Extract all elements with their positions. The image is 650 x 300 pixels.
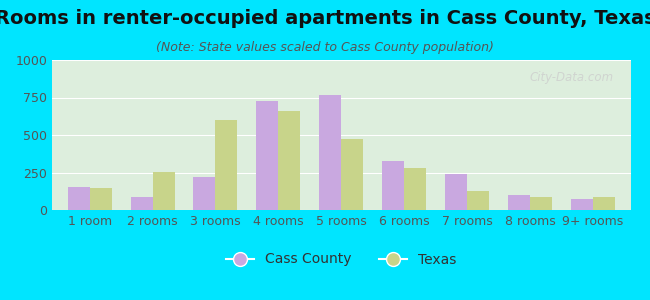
Bar xyxy=(216,120,237,210)
Bar xyxy=(131,197,153,210)
Bar xyxy=(467,190,489,210)
Bar xyxy=(404,168,426,210)
Bar xyxy=(445,174,467,210)
Text: (Note: State values scaled to Cass County population): (Note: State values scaled to Cass Count… xyxy=(156,40,494,53)
Text: City-Data.com: City-Data.com xyxy=(529,70,613,83)
Bar xyxy=(593,197,615,210)
Legend: Cass County, Texas: Cass County, Texas xyxy=(220,247,462,272)
Bar xyxy=(278,111,300,210)
Bar xyxy=(68,187,90,210)
Bar xyxy=(530,196,552,210)
Bar xyxy=(153,172,175,210)
Bar xyxy=(382,160,404,210)
Bar xyxy=(341,139,363,210)
Bar xyxy=(319,95,341,210)
Bar xyxy=(90,188,112,210)
Bar xyxy=(256,100,278,210)
Text: Rooms in renter-occupied apartments in Cass County, Texas: Rooms in renter-occupied apartments in C… xyxy=(0,9,650,28)
Bar xyxy=(508,195,530,210)
Bar xyxy=(571,199,593,210)
Bar xyxy=(194,177,216,210)
